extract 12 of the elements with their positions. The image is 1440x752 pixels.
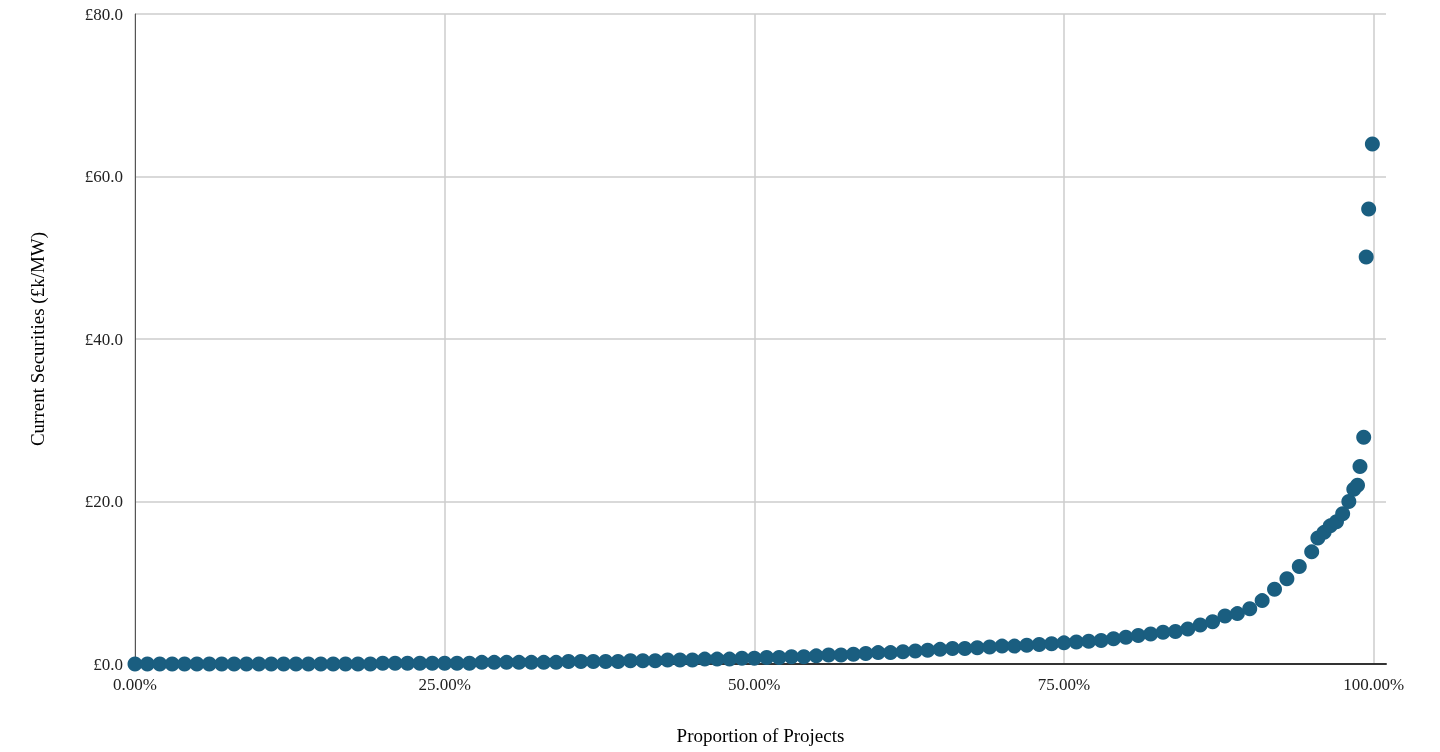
y-tick-label: £20.0 (84, 492, 123, 511)
y-axis-title: Current Securities (£k/MW) (27, 231, 49, 447)
x-axis-title: Proportion of Projects (676, 725, 845, 746)
y-tick-label: £80.0 (84, 4, 123, 24)
x-tick-label: 25.00% (418, 675, 471, 694)
y-tick-label: £0.0 (93, 654, 123, 674)
x-tick-label: 50.00% (728, 675, 781, 694)
x-tick-label: 100.00% (1343, 675, 1405, 694)
x-tick-label: 0.00% (113, 675, 157, 694)
y-tick-label: £60.0 (84, 167, 123, 186)
x-tick-label: 75.00% (1037, 675, 1091, 694)
y-tick-label: £40.0 (84, 329, 123, 349)
